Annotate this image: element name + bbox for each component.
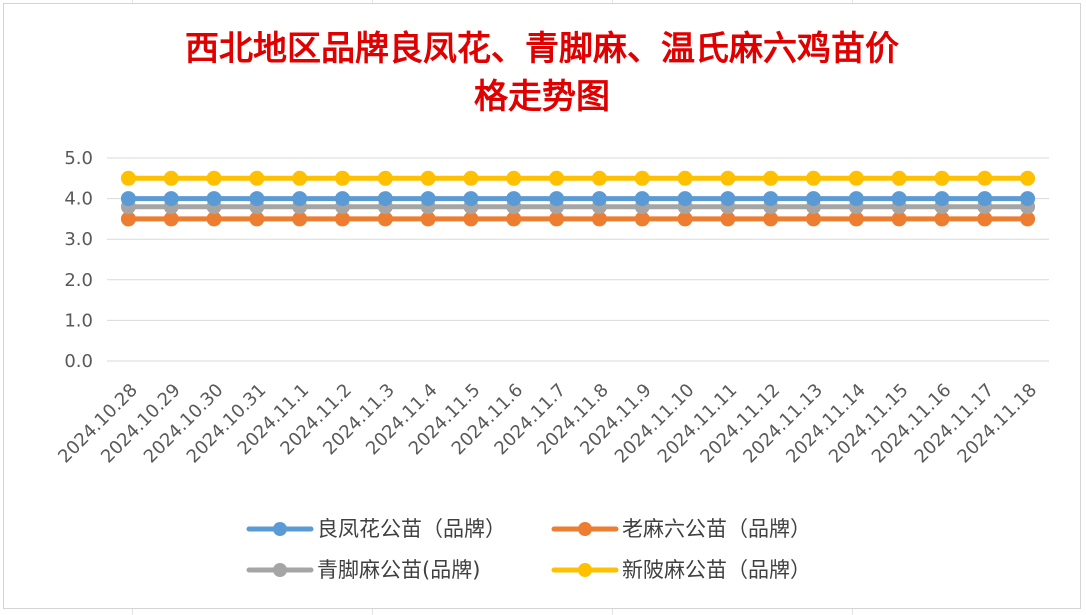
series-point <box>891 170 907 186</box>
series-point <box>977 170 993 186</box>
series-point <box>934 191 950 207</box>
series-point <box>891 191 907 207</box>
y-tick-label: 3.0 <box>64 229 93 250</box>
series-point <box>549 191 565 207</box>
legend-label: 新陂麻公苗（品牌） <box>622 558 811 582</box>
legend-marker <box>273 522 287 536</box>
series-point <box>377 191 393 207</box>
series-point <box>763 191 779 207</box>
chart-svg: 0.01.02.03.04.05.02024.10.282024.10.2920… <box>54 148 1049 582</box>
series-point <box>677 191 693 207</box>
series-point <box>377 170 393 186</box>
y-tick-label: 2.0 <box>64 270 93 291</box>
series-point <box>977 191 993 207</box>
series-point <box>1020 191 1036 207</box>
chart-area[interactable]: 西北地区品牌良凤花、青脚麻、温氏麻六鸡苗价 格走势图 0.0 1.0 2.0 3.0 4… <box>3 3 1081 609</box>
series-point <box>463 170 479 186</box>
series-point <box>934 170 950 186</box>
series-point <box>806 191 821 207</box>
y-tick-label: 4.0 <box>64 189 93 210</box>
series-point <box>292 170 308 186</box>
series-point <box>335 191 350 207</box>
y-tick-label: 5.0 <box>64 148 93 169</box>
series-point <box>1020 170 1036 186</box>
series-point <box>420 191 436 207</box>
series-point <box>506 170 522 186</box>
series-point <box>763 170 779 186</box>
legend-marker <box>273 563 287 577</box>
series-point <box>806 170 821 186</box>
series-point <box>677 170 693 186</box>
series-point <box>506 191 522 207</box>
series-point <box>420 170 436 186</box>
series-point <box>720 170 736 186</box>
series-point <box>720 191 736 207</box>
y-tick-label: 1.0 <box>64 310 93 331</box>
series-point <box>292 191 308 207</box>
series-point <box>591 170 607 186</box>
series-point <box>549 170 565 186</box>
y-tick-label: 0.0 <box>64 351 93 372</box>
series-point <box>634 191 650 207</box>
series-point <box>249 170 265 186</box>
series-point <box>634 170 650 186</box>
series-point <box>335 170 350 186</box>
legend-marker <box>578 563 592 577</box>
series-point <box>848 170 864 186</box>
series-point <box>120 191 136 207</box>
series-point <box>206 191 222 207</box>
series-point <box>163 191 179 207</box>
series-point <box>120 170 136 186</box>
series-point <box>591 191 607 207</box>
legend-label: 青脚麻公苗(品牌) <box>317 558 480 582</box>
legend-marker <box>578 522 592 536</box>
series-point <box>206 170 222 186</box>
series-point <box>249 191 265 207</box>
chart-title-line-2: 格走势图 <box>474 77 610 117</box>
chart-title-line-1: 西北地区品牌良凤花、青脚麻、温氏麻六鸡苗价 <box>185 29 899 69</box>
legend-label: 良凤花公苗（品牌） <box>317 517 506 541</box>
series-point <box>463 191 479 207</box>
series-point <box>163 170 179 186</box>
legend-label: 老麻六公苗（品牌） <box>622 517 811 541</box>
series-point <box>848 191 864 207</box>
